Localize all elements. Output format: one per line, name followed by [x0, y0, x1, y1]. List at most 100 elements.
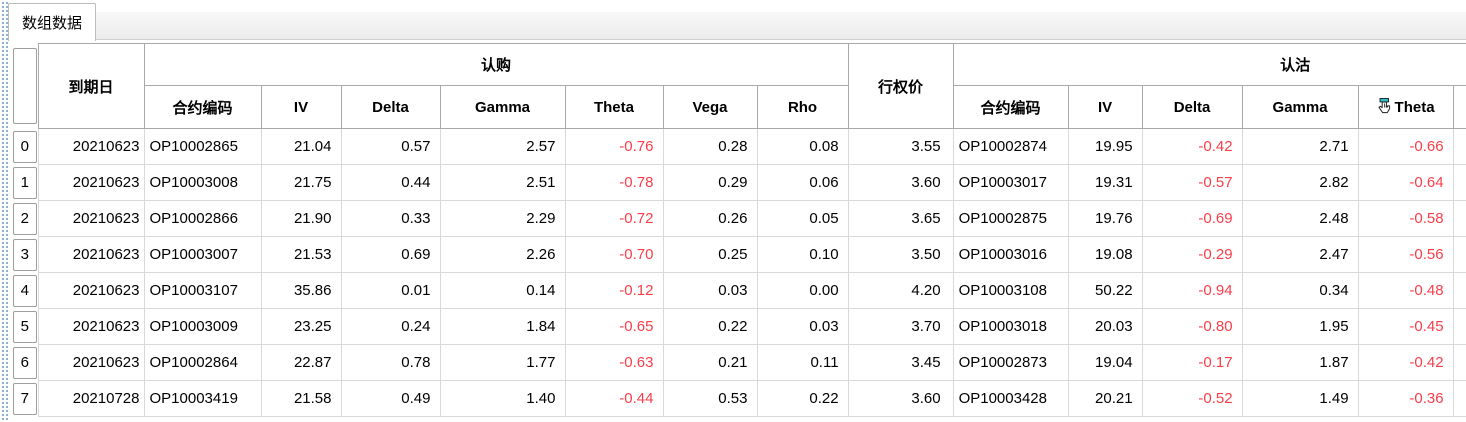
cell-put-code[interactable]: OP10003017: [953, 164, 1069, 201]
cell-put-theta[interactable]: -0.58: [1358, 200, 1454, 237]
header-call-vega[interactable]: Vega: [662, 85, 758, 129]
cell-call-delta[interactable]: 0.01: [341, 272, 441, 309]
cell-call-theta[interactable]: -0.70: [565, 236, 664, 273]
cell-expiry[interactable]: 20210623: [37, 344, 145, 381]
cell-call-rho[interactable]: 0.03: [757, 308, 849, 345]
cell-call-vega[interactable]: 0.29: [663, 164, 758, 201]
cell-put-vega-clipped[interactable]: [1453, 272, 1466, 309]
cell-put-code[interactable]: OP10003428: [953, 380, 1069, 417]
cell-call-vega[interactable]: 0.53: [663, 380, 758, 417]
cell-call-gamma[interactable]: 2.51: [440, 164, 566, 201]
cell-call-rho[interactable]: 0.08: [757, 128, 849, 165]
cell-put-iv[interactable]: 19.76: [1068, 200, 1143, 237]
cell-call-code[interactable]: OP10003009: [144, 308, 262, 345]
cell-put-vega-clipped[interactable]: [1453, 128, 1466, 165]
header-group-put[interactable]: 认沽: [952, 43, 1466, 86]
cell-call-vega[interactable]: 0.26: [663, 200, 758, 237]
cell-put-theta[interactable]: -0.64: [1358, 164, 1454, 201]
cell-call-iv[interactable]: 22.87: [261, 344, 342, 381]
row-index-header[interactable]: 4: [12, 272, 38, 309]
row-index-header[interactable]: 5: [12, 308, 38, 345]
cell-put-theta[interactable]: -0.36: [1358, 380, 1454, 417]
cell-strike[interactable]: 3.50: [848, 236, 954, 273]
cell-put-code[interactable]: OP10002873: [953, 344, 1069, 381]
cell-put-code[interactable]: OP10003108: [953, 272, 1069, 309]
cell-call-vega[interactable]: 0.03: [663, 272, 758, 309]
cell-call-code[interactable]: OP10002866: [144, 200, 262, 237]
cell-put-gamma[interactable]: 1.87: [1242, 344, 1359, 381]
cell-put-theta[interactable]: -0.45: [1358, 308, 1454, 345]
cell-call-code[interactable]: OP10003419: [144, 380, 262, 417]
header-put-delta[interactable]: Delta: [1141, 85, 1243, 129]
cell-put-iv[interactable]: 19.08: [1068, 236, 1143, 273]
header-call-theta[interactable]: Theta: [564, 85, 664, 129]
cell-put-gamma[interactable]: 2.48: [1242, 200, 1359, 237]
cell-call-rho[interactable]: 0.10: [757, 236, 849, 273]
cell-strike[interactable]: 3.45: [848, 344, 954, 381]
cell-call-iv[interactable]: 21.53: [261, 236, 342, 273]
cell-expiry[interactable]: 20210623: [37, 164, 145, 201]
cell-call-theta[interactable]: -0.76: [565, 128, 664, 165]
cell-call-delta[interactable]: 0.49: [341, 380, 441, 417]
cell-call-iv[interactable]: 21.75: [261, 164, 342, 201]
cell-put-gamma[interactable]: 0.34: [1242, 272, 1359, 309]
cell-put-code[interactable]: OP10002875: [953, 200, 1069, 237]
cell-call-code[interactable]: OP10003007: [144, 236, 262, 273]
cell-call-iv[interactable]: 21.04: [261, 128, 342, 165]
cell-put-vega-clipped[interactable]: [1453, 200, 1466, 237]
dock-splitter-handle[interactable]: [0, 0, 8, 422]
cell-put-theta[interactable]: -0.56: [1358, 236, 1454, 273]
cell-strike[interactable]: 3.65: [848, 200, 954, 237]
cell-put-delta[interactable]: -0.17: [1142, 344, 1243, 381]
cell-put-vega-clipped[interactable]: [1453, 344, 1466, 381]
header-put-code[interactable]: 合约编码: [952, 85, 1069, 129]
header-expiry[interactable]: 到期日: [37, 43, 145, 129]
cell-call-theta[interactable]: -0.72: [565, 200, 664, 237]
header-call-iv[interactable]: IV: [260, 85, 342, 129]
cell-put-iv[interactable]: 19.04: [1068, 344, 1143, 381]
cell-put-delta[interactable]: -0.29: [1142, 236, 1243, 273]
cell-call-vega[interactable]: 0.21: [663, 344, 758, 381]
header-call-code[interactable]: 合约编码: [143, 85, 262, 129]
header-call-gamma[interactable]: Gamma: [439, 85, 566, 129]
cell-call-gamma[interactable]: 1.84: [440, 308, 566, 345]
cell-call-theta[interactable]: -0.65: [565, 308, 664, 345]
cell-call-code[interactable]: OP10003008: [144, 164, 262, 201]
header-put-vega-clipped[interactable]: [1452, 85, 1466, 129]
cell-call-delta[interactable]: 0.33: [341, 200, 441, 237]
cell-put-vega-clipped[interactable]: [1453, 164, 1466, 201]
cell-call-theta[interactable]: -0.63: [565, 344, 664, 381]
cell-call-iv[interactable]: 35.86: [261, 272, 342, 309]
cell-expiry[interactable]: 20210623: [37, 128, 145, 165]
cell-put-iv[interactable]: 19.31: [1068, 164, 1143, 201]
cell-put-vega-clipped[interactable]: [1453, 380, 1466, 417]
cell-strike[interactable]: 3.60: [848, 380, 954, 417]
cell-put-code[interactable]: OP10003018: [953, 308, 1069, 345]
cell-call-theta[interactable]: -0.12: [565, 272, 664, 309]
cell-put-delta[interactable]: -0.94: [1142, 272, 1243, 309]
cell-call-code[interactable]: OP10002865: [144, 128, 262, 165]
cell-put-iv[interactable]: 50.22: [1068, 272, 1143, 309]
cell-call-theta[interactable]: -0.44: [565, 380, 664, 417]
row-index-header[interactable]: 6: [12, 344, 38, 381]
cell-call-delta[interactable]: 0.24: [341, 308, 441, 345]
cell-put-delta[interactable]: -0.80: [1142, 308, 1243, 345]
cell-call-rho[interactable]: 0.05: [757, 200, 849, 237]
cell-put-code[interactable]: OP10002874: [953, 128, 1069, 165]
cell-put-code[interactable]: OP10003016: [953, 236, 1069, 273]
cell-call-iv[interactable]: 21.90: [261, 200, 342, 237]
cell-strike[interactable]: 3.55: [848, 128, 954, 165]
cell-call-theta[interactable]: -0.78: [565, 164, 664, 201]
cell-call-rho[interactable]: 0.00: [757, 272, 849, 309]
cell-put-theta[interactable]: -0.66: [1358, 128, 1454, 165]
cell-expiry[interactable]: 20210623: [37, 272, 145, 309]
cell-call-delta[interactable]: 0.44: [341, 164, 441, 201]
cell-call-iv[interactable]: 21.58: [261, 380, 342, 417]
row-index-header[interactable]: 3: [12, 236, 38, 273]
cell-call-delta[interactable]: 0.78: [341, 344, 441, 381]
cell-put-vega-clipped[interactable]: [1453, 236, 1466, 273]
cell-call-code[interactable]: OP10002864: [144, 344, 262, 381]
cell-strike[interactable]: 3.70: [848, 308, 954, 345]
cell-strike[interactable]: 4.20: [848, 272, 954, 309]
cell-put-iv[interactable]: 20.03: [1068, 308, 1143, 345]
